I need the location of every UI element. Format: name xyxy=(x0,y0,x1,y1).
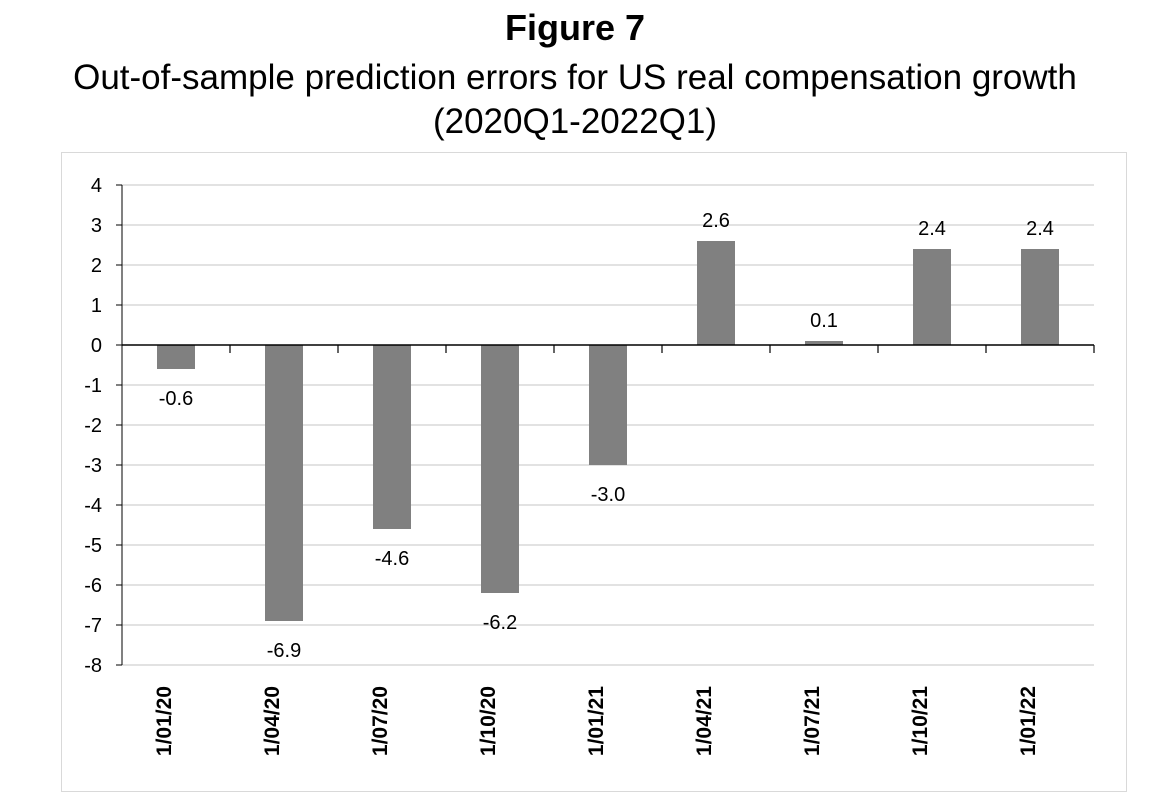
y-tick-label: 0 xyxy=(91,335,102,357)
x-category-label: 1/01/22 xyxy=(1017,686,1040,756)
bar xyxy=(913,249,951,345)
y-tick-label: -6 xyxy=(84,575,102,597)
y-tick-label: 1 xyxy=(91,295,102,317)
chart-title-line-2: (2020Q1-2022Q1) xyxy=(432,102,718,141)
bar xyxy=(589,345,627,465)
y-tick-label: -3 xyxy=(84,455,102,477)
figure-label: Figure 7 xyxy=(504,7,646,48)
chart-title-line-1: Out-of-sample prediction errors for US r… xyxy=(73,58,1077,97)
y-tick-label: 2 xyxy=(91,255,102,277)
bar xyxy=(157,345,195,369)
data-label: -3.0 xyxy=(591,484,625,506)
data-label: -0.6 xyxy=(159,388,193,410)
bars xyxy=(157,241,1059,621)
x-category-label: 1/04/21 xyxy=(693,686,716,756)
bar xyxy=(805,341,843,345)
data-label: -6.9 xyxy=(267,640,301,662)
y-tick-label: -1 xyxy=(84,375,102,397)
y-tick-label: -7 xyxy=(84,615,102,637)
x-category-label: 1/07/20 xyxy=(369,686,392,756)
x-category-label: 1/01/21 xyxy=(585,686,608,756)
chart-title: Out-of-sample prediction errors for US r… xyxy=(0,56,1150,144)
bar xyxy=(373,345,411,529)
y-tick-label: -4 xyxy=(84,495,102,517)
data-label: -6.2 xyxy=(483,612,517,634)
data-label: 0.1 xyxy=(810,310,838,332)
y-tick-label: -2 xyxy=(84,415,102,437)
data-label: 2.4 xyxy=(918,218,946,240)
x-category-label: 1/07/21 xyxy=(801,686,824,756)
x-axis-category-labels: 1/01/20 1/04/20 1/07/20 1/10/20 1/01/21 1/04/… xyxy=(153,686,1040,756)
x-category-label: 1/10/21 xyxy=(909,686,932,756)
data-label: -4.6 xyxy=(375,548,409,570)
x-category-label: 1/01/20 xyxy=(153,686,176,756)
y-tick-label: 3 xyxy=(91,215,102,237)
bar xyxy=(481,345,519,593)
y-tick-label: -5 xyxy=(84,535,102,557)
x-category-label: 1/10/20 xyxy=(477,686,500,756)
data-label: 2.6 xyxy=(702,210,730,232)
y-tick-label: 4 xyxy=(91,175,102,197)
axes xyxy=(116,184,1095,666)
bar xyxy=(265,345,303,621)
y-axis-tick-labels: 4 3 2 1 0 -1 -2 -3 -4 -5 -6 -7 -8 xyxy=(84,175,102,677)
data-labels: -0.6 -6.9 -4.6 -6.2 -3.0 2.6 0.1 2.4 2.4 xyxy=(159,210,1054,662)
data-label: 2.4 xyxy=(1026,218,1054,240)
y-tick-label: -8 xyxy=(84,655,102,677)
bar xyxy=(1021,249,1059,345)
chart-area-frame xyxy=(61,152,1127,792)
x-category-label: 1/04/20 xyxy=(261,686,284,756)
bar xyxy=(697,241,735,345)
